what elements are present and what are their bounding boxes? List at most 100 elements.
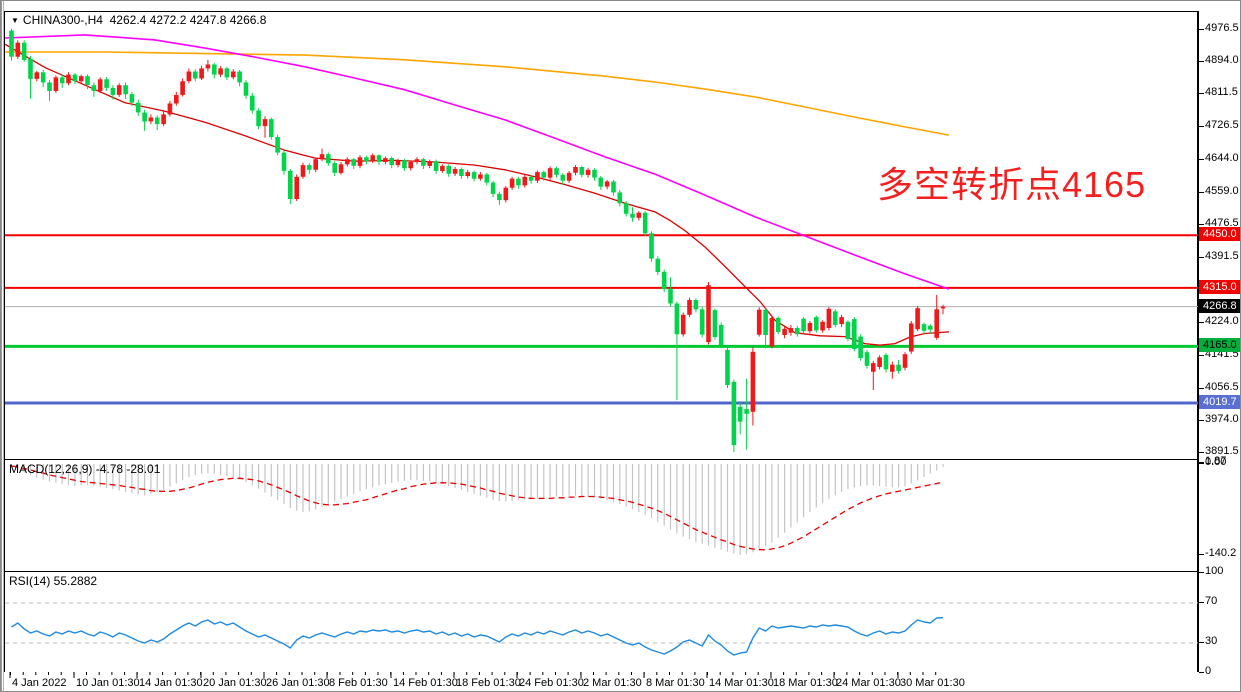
candle — [21, 42, 27, 60]
candle — [199, 68, 204, 79]
price-tick-label: 4644.0 — [1205, 152, 1239, 164]
price-tick-tick — [1199, 257, 1204, 258]
candle — [484, 174, 490, 183]
candle — [769, 317, 775, 347]
candle — [801, 318, 806, 332]
candle — [294, 176, 299, 199]
macd-label: MACD(12,26,9) -4.78 -28.01 — [9, 462, 161, 476]
price-tick-label: 4391.5 — [1205, 250, 1239, 262]
candle — [535, 172, 540, 181]
candle — [687, 300, 692, 315]
MA-slow-orange[interactable] — [5, 51, 950, 136]
chart-title: ▼ CHINA300-,H4 4262.4 4272.2 4247.8 4266.… — [11, 13, 266, 27]
price-tick-label: 4811.5 — [1205, 86, 1238, 98]
candle — [579, 167, 585, 175]
candle — [326, 154, 331, 164]
candle — [566, 172, 572, 181]
candle — [250, 95, 255, 111]
symbol-period-label: CHINA300-,H4 — [22, 13, 103, 27]
time-axis-label: 8 Mar 01:30 — [646, 677, 705, 689]
candle — [123, 85, 128, 95]
price-tick-label: 4056.5 — [1205, 381, 1239, 393]
price-tick-label: 4559.0 — [1205, 185, 1239, 197]
candle — [554, 168, 559, 175]
candle — [205, 64, 211, 69]
price-axis[interactable]: 4976.5 4894.0 4811.5 4726.5 4644.0 4559.0 4476… — [1198, 1, 1240, 691]
candle — [53, 77, 59, 91]
candle — [395, 160, 401, 166]
candle — [503, 187, 509, 201]
candle — [148, 117, 154, 122]
candle — [218, 68, 223, 75]
candle — [104, 79, 109, 88]
candle — [611, 181, 616, 193]
candle — [864, 352, 870, 366]
macd-indicator-panel[interactable]: MACD(12,26,9) -4.78 -28.01 — [4, 459, 1198, 572]
price-chart-panel[interactable] — [4, 11, 1199, 461]
candle — [9, 30, 14, 57]
candle — [509, 178, 515, 188]
candle — [871, 363, 876, 372]
candle — [516, 178, 521, 186]
rsi-canvas[interactable] — [5, 572, 1199, 674]
candle — [174, 94, 179, 104]
candle — [693, 300, 699, 310]
MA-mid-magenta[interactable] — [5, 34, 950, 290]
price-tick-tick — [1199, 388, 1204, 389]
rsi-indicator-panel[interactable]: RSI(14) 55.2882 — [4, 571, 1199, 674]
candle — [186, 71, 192, 82]
MA-fast-red[interactable] — [5, 43, 950, 346]
price-tick-tick — [1199, 126, 1204, 127]
time-axis-label: 10 Jan 01:30 — [76, 677, 140, 689]
candle — [883, 354, 889, 370]
candle — [744, 409, 749, 414]
rsi-tick-tick — [1199, 672, 1204, 673]
candle — [547, 168, 553, 178]
macd-canvas[interactable] — [5, 460, 1199, 573]
candle — [421, 159, 426, 166]
candle — [338, 164, 344, 173]
candle — [737, 406, 743, 422]
candle — [433, 161, 439, 171]
candle — [573, 167, 578, 173]
macd-tick-tick — [1199, 463, 1204, 464]
candle — [522, 176, 528, 186]
candle — [497, 193, 502, 201]
price-chart-canvas[interactable] — [5, 12, 1199, 461]
time-axis-label: 24 Feb 01:30 — [519, 677, 584, 689]
rsi-label: RSI(14) 55.2882 — [9, 574, 98, 588]
candle — [59, 77, 65, 84]
candle — [370, 155, 375, 162]
time-axis[interactable]: 4 Jan 2022 10 Jan 01:30 14 Jan 01:30 20 Jan… — [4, 672, 1198, 691]
price-tick-label: 3974.0 — [1205, 413, 1239, 425]
candle — [598, 177, 604, 187]
time-axis-label: 30 Mar 01:30 — [900, 677, 965, 689]
pivot-annotation-text[interactable]: 多空转折点4165 — [877, 164, 1147, 205]
candle — [826, 308, 832, 328]
candle — [383, 158, 388, 162]
macd-tick-tick — [1199, 554, 1204, 555]
price-badge-4266.8: 4266.8 — [1199, 299, 1240, 313]
candle — [319, 154, 325, 160]
candle — [300, 165, 306, 177]
candle — [351, 159, 356, 166]
candle — [921, 324, 927, 331]
candle — [731, 381, 737, 446]
candle — [332, 163, 337, 173]
candle — [852, 319, 857, 350]
symbol-dropdown-icon[interactable]: ▼ — [11, 16, 19, 25]
candle — [40, 72, 46, 83]
time-axis-label: 18 Feb 01:30 — [456, 677, 521, 689]
candle — [934, 309, 939, 338]
candle — [877, 357, 882, 367]
candle — [465, 172, 470, 176]
price-tick-tick — [1199, 420, 1204, 421]
candle — [839, 317, 844, 325]
price-badge-4450.0: 4450.0 — [1199, 227, 1240, 241]
price-tick-tick — [1199, 322, 1204, 323]
candle — [541, 172, 547, 178]
candle — [193, 71, 198, 79]
candle — [617, 192, 623, 204]
candle — [699, 309, 705, 335]
time-axis-label: 26 Jan 01:30 — [266, 677, 330, 689]
